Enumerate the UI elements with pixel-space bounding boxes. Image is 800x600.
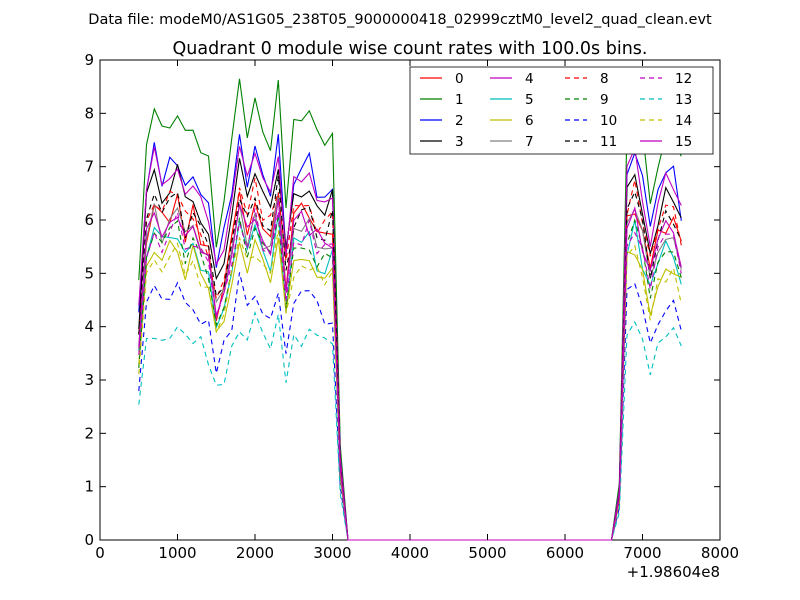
x-tick-label-5000: 5000 bbox=[468, 544, 506, 562]
y-tick-label-0: 0 bbox=[84, 531, 94, 549]
legend-label-3: 3 bbox=[455, 134, 464, 150]
x-axis-offset-label: +1.98604e8 bbox=[627, 563, 720, 581]
legend-label-1: 1 bbox=[455, 92, 464, 108]
legend-label-13: 13 bbox=[675, 92, 692, 108]
chart-suptitle: Data file: modeM0/AS1G05_238T05_90000004… bbox=[88, 12, 712, 28]
x-tick-label-6000: 6000 bbox=[546, 544, 584, 562]
x-tick-label-3000: 3000 bbox=[313, 544, 351, 562]
y-tick-label-1: 1 bbox=[84, 478, 94, 496]
x-tick-label-7000: 7000 bbox=[623, 544, 661, 562]
x-tick-label-8000: 8000 bbox=[701, 544, 739, 562]
y-tick-label-5: 5 bbox=[84, 264, 94, 282]
x-tick-label-0: 0 bbox=[95, 544, 105, 562]
legend-label-8: 8 bbox=[600, 71, 609, 87]
legend-label-11: 11 bbox=[600, 134, 617, 150]
legend-label-12: 12 bbox=[675, 71, 692, 87]
series-line-10 bbox=[138, 272, 682, 541]
y-tick-label-2: 2 bbox=[84, 424, 94, 442]
legend-label-0: 0 bbox=[455, 71, 464, 87]
legend-label-6: 6 bbox=[525, 113, 534, 129]
y-tick-label-9: 9 bbox=[84, 51, 94, 69]
legend-label-10: 10 bbox=[600, 113, 617, 129]
legend-label-4: 4 bbox=[525, 71, 534, 87]
legend-label-5: 5 bbox=[525, 92, 534, 108]
legend-frame bbox=[409, 66, 714, 155]
y-tick-label-6: 6 bbox=[84, 211, 94, 229]
legend-label-7: 7 bbox=[525, 134, 534, 150]
y-tick-label-8: 8 bbox=[84, 104, 94, 122]
legend-label-15: 15 bbox=[675, 134, 692, 150]
legend-label-14: 14 bbox=[675, 113, 692, 129]
legend-label-9: 9 bbox=[600, 92, 609, 108]
y-tick-label-4: 4 bbox=[84, 318, 94, 336]
y-tick-label-3: 3 bbox=[84, 371, 94, 389]
axes-layer: 0 1000 2000 3000 4000 5000 6000 7000 80000123456… bbox=[84, 51, 739, 562]
x-tick-label-1000: 1000 bbox=[158, 544, 196, 562]
y-tick-label-7: 7 bbox=[84, 158, 94, 176]
x-tick-label-2000: 2000 bbox=[236, 544, 274, 562]
chart-title: Quadrant 0 module wise count rates with … bbox=[173, 39, 648, 59]
x-tick-label-4000: 4000 bbox=[391, 544, 429, 562]
legend-label-2: 2 bbox=[455, 113, 464, 129]
